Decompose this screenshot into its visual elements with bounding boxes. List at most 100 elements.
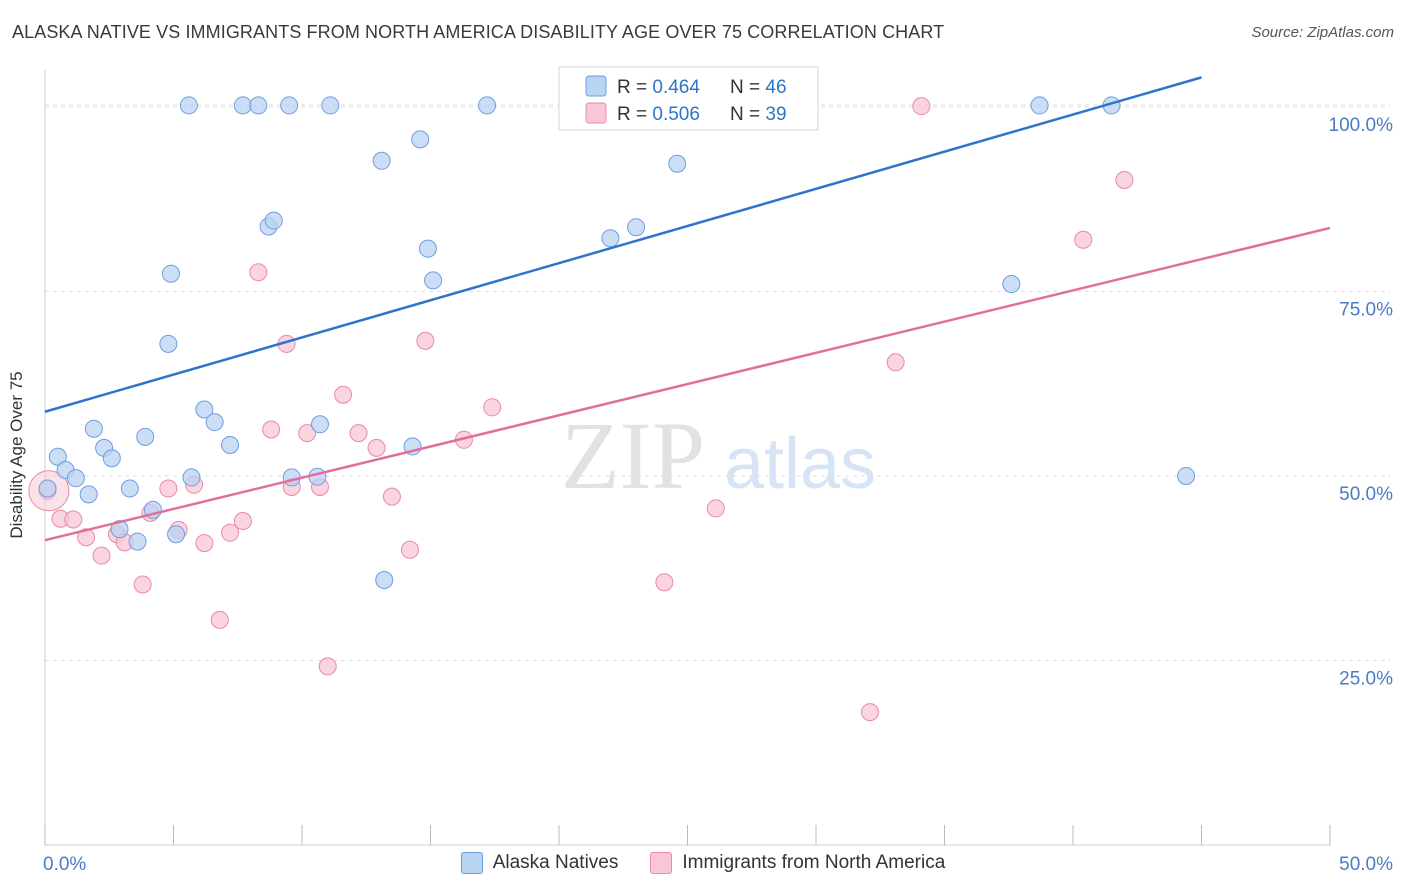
- watermark: ZIP atlas: [561, 402, 876, 509]
- y-tick-label: 100.0%: [1329, 115, 1394, 136]
- chart-title: ALASKA NATIVE VS IMMIGRANTS FROM NORTH A…: [12, 22, 945, 42]
- alaska-natives-point: [179, 96, 198, 115]
- alaska-natives-point: [128, 532, 147, 551]
- legend-label: Immigrants from North America: [682, 852, 946, 873]
- legend-n-label: N =: [730, 77, 765, 98]
- legend-swatch-blue: [460, 852, 483, 874]
- legend-swatch-pink: [650, 852, 673, 874]
- svg-text:N = 46: N = 46: [730, 77, 787, 98]
- alaska-natives-point: [1177, 466, 1196, 485]
- trend-lines: [44, 76, 1331, 542]
- alaska-natives-point: [102, 449, 121, 468]
- watermark-atlas: atlas: [724, 424, 876, 504]
- immigrants-point: [382, 487, 401, 506]
- alaska-natives-point: [668, 154, 687, 173]
- trend-line-alaska-natives: [44, 76, 1202, 413]
- immigrants-point: [349, 424, 368, 443]
- immigrants-point: [92, 546, 111, 565]
- alaska-natives-point: [321, 96, 340, 115]
- axes: [44, 70, 1331, 846]
- legend-label: Alaska Natives: [492, 852, 619, 873]
- immigrants-point: [655, 573, 674, 592]
- immigrants-point: [221, 523, 240, 542]
- immigrants-point: [416, 331, 435, 350]
- legend-r-label: R =: [617, 77, 652, 98]
- immigrants-point: [1115, 170, 1134, 189]
- alaska-natives-point: [48, 447, 67, 466]
- y-tick-label: 75.0%: [1339, 299, 1393, 320]
- alaska-natives-point: [411, 130, 430, 149]
- immigrants-point: [233, 511, 252, 530]
- series-alaska-natives-points: [38, 96, 1196, 590]
- immigrants-point: [159, 479, 178, 498]
- legend-r-value: 0.506: [652, 104, 700, 125]
- alaska-natives-point: [66, 469, 85, 488]
- correlation-legend: R = 0.464 N = 46 R = 0.506 N = 39: [558, 66, 819, 131]
- immigrants-point: [483, 398, 502, 417]
- alaska-natives-point: [280, 96, 299, 115]
- immigrants-point: [367, 438, 386, 457]
- immigrants-point: [64, 510, 83, 529]
- immigrants-point: [886, 353, 905, 372]
- alaska-natives-point: [182, 468, 201, 487]
- legend-swatch-pink: [585, 102, 607, 124]
- alaska-natives-point: [478, 96, 497, 115]
- legend-item-immigrants[interactable]: Immigrants from North America: [650, 852, 945, 874]
- alaska-natives-point: [79, 485, 98, 504]
- alaska-natives-point: [221, 435, 240, 454]
- alaska-natives-point: [110, 520, 129, 539]
- alaska-natives-point: [136, 427, 155, 446]
- legend-n-value: 46: [765, 77, 786, 98]
- alaska-natives-point: [120, 479, 139, 498]
- alaska-natives-point: [282, 468, 301, 487]
- immigrants-point: [860, 703, 879, 722]
- alaska-natives-point: [159, 334, 178, 353]
- alaska-natives-point: [264, 211, 283, 230]
- immigrants-point: [400, 540, 419, 559]
- alaska-natives-point: [601, 229, 620, 248]
- alaska-natives-point: [1002, 275, 1021, 294]
- y-tick-label: 25.0%: [1339, 668, 1393, 689]
- watermark-zip: ZIP: [561, 402, 705, 509]
- alaska-natives-point: [1030, 96, 1049, 115]
- alaska-natives-point: [84, 419, 103, 438]
- legend-r-label: R =: [617, 104, 652, 125]
- legend-r-value: 0.464: [652, 77, 700, 98]
- x-tick-label: 50.0%: [1339, 854, 1393, 875]
- alaska-natives-point: [38, 479, 57, 498]
- immigrants-point: [912, 97, 931, 116]
- alaska-natives-point: [233, 96, 252, 115]
- x-tick-label: 0.0%: [43, 854, 86, 875]
- legend-item-alaska-natives[interactable]: Alaska Natives: [460, 852, 619, 874]
- alaska-natives-point: [205, 413, 224, 432]
- alaska-natives-point: [424, 271, 443, 290]
- trend-line-immigrants: [44, 226, 1331, 542]
- immigrants-point: [298, 424, 317, 443]
- immigrants-point: [77, 528, 96, 547]
- immigrants-point: [706, 499, 725, 518]
- svg-text:R = 0.464: R = 0.464: [617, 77, 700, 98]
- gridlines: [45, 104, 1390, 661]
- alaska-natives-point: [372, 151, 391, 170]
- alaska-natives-point: [627, 218, 646, 237]
- immigrants-point: [249, 263, 268, 282]
- alaska-natives-point: [249, 96, 268, 115]
- immigrants-point: [262, 420, 281, 439]
- alaska-natives-point: [161, 264, 180, 283]
- immigrants-point: [195, 534, 214, 553]
- tick-labels: 25.0% 50.0% 75.0% 100.0% 0.0% 50.0%: [43, 115, 1393, 875]
- immigrants-point: [318, 657, 337, 676]
- legend-n-value: 39: [765, 104, 786, 125]
- svg-text:R = 0.506: R = 0.506: [617, 104, 700, 125]
- source-credit: Source: ZipAtlas.com: [1251, 24, 1394, 41]
- y-axis-label: Disability Age Over 75: [7, 371, 26, 539]
- legend-swatch-blue: [585, 75, 607, 97]
- legend-n-label: N =: [730, 104, 765, 125]
- y-tick-label: 50.0%: [1339, 484, 1393, 505]
- immigrants-point: [210, 610, 229, 629]
- alaska-natives-point: [310, 415, 329, 434]
- series-legend: Alaska Natives Immigrants from North Ame…: [0, 852, 1406, 874]
- alaska-natives-point: [418, 239, 437, 258]
- alaska-natives-point: [195, 400, 214, 419]
- alaska-natives-point: [375, 571, 394, 590]
